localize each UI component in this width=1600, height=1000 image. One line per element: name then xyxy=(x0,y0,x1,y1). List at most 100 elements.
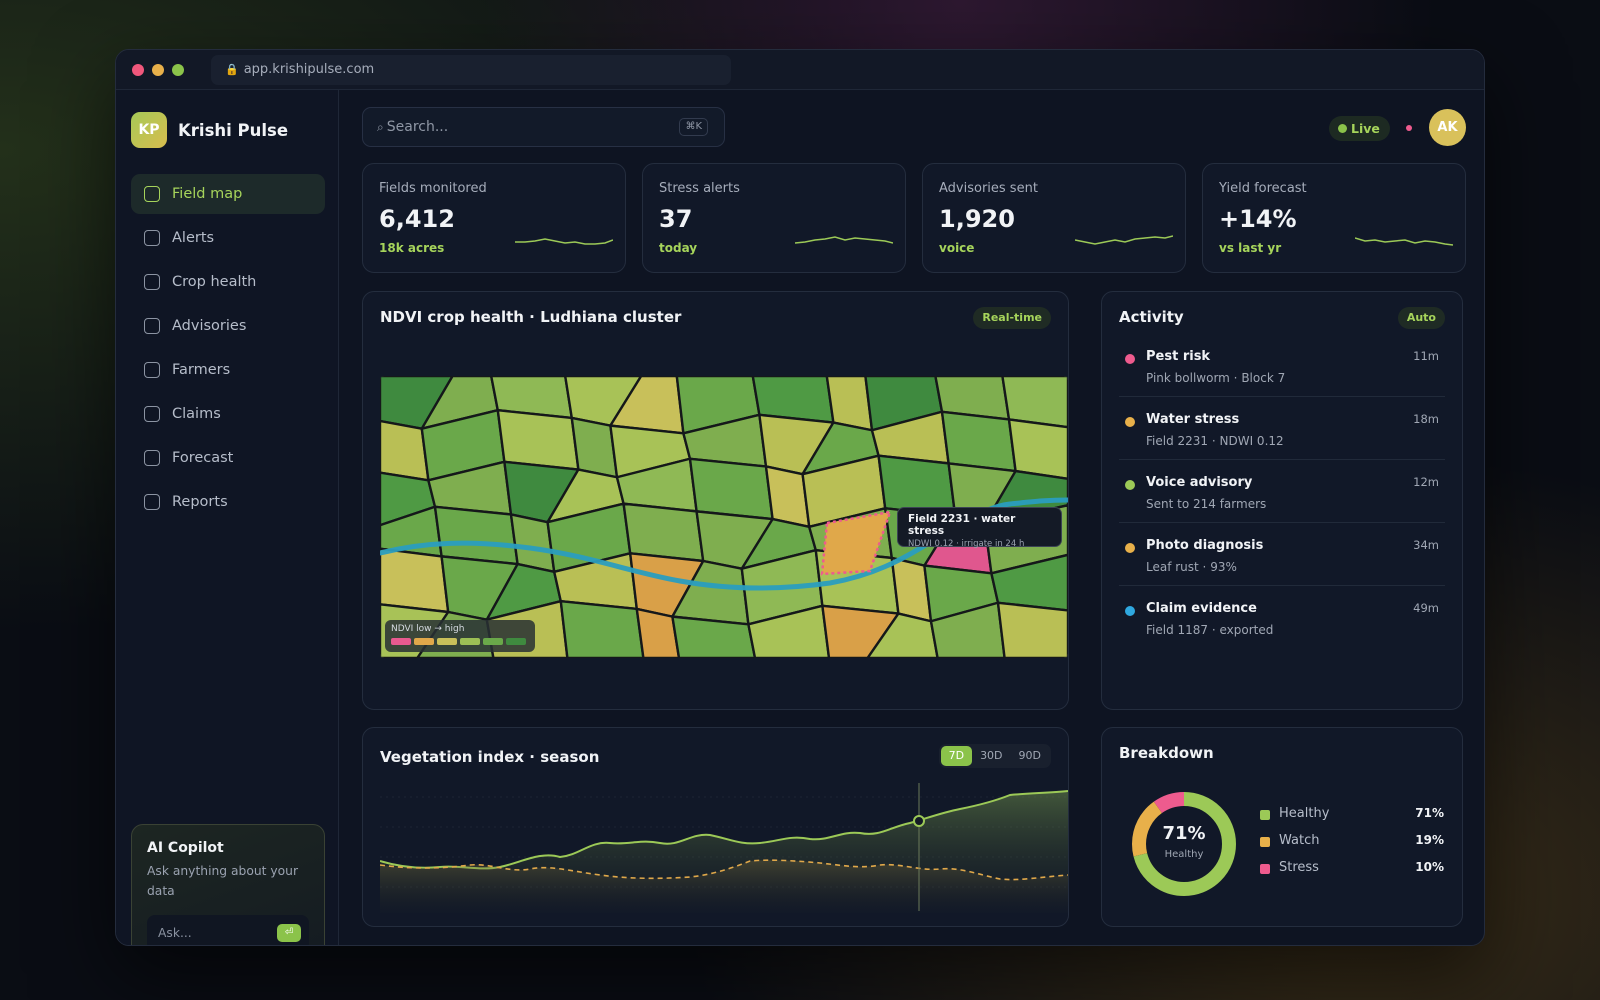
activity-item[interactable]: Claim evidence Field 1187 · exported 49m xyxy=(1119,586,1445,649)
sidebar-item-label: Crop health xyxy=(172,274,257,290)
avatar[interactable]: AK xyxy=(1429,109,1466,146)
copilot-subtitle: Ask anything about your data xyxy=(147,864,299,898)
sidebar-item-claims[interactable]: Claims xyxy=(131,394,325,434)
kpi-value: 6,412 xyxy=(379,205,455,233)
search-icon: ⌕ xyxy=(377,120,384,134)
sparkline xyxy=(1355,237,1453,246)
selected-field-2231[interactable] xyxy=(820,510,892,576)
activity-time: 18m xyxy=(1413,412,1439,426)
lock-icon: 🔒 xyxy=(225,63,239,76)
kpi-card-advisories[interactable]: Advisories sent 1,920 voice xyxy=(922,163,1186,273)
sidebar-item-forecast[interactable]: Forecast xyxy=(131,438,325,478)
donut-segment-watch[interactable] xyxy=(1132,792,1236,896)
status-dot xyxy=(1125,480,1135,490)
kpi-card-fields[interactable]: Fields monitored 6,412 18k acres xyxy=(362,163,626,273)
field-parcel[interactable] xyxy=(635,607,681,658)
legend-color-swatch xyxy=(460,638,480,645)
panel-title: Vegetation index · season xyxy=(380,748,600,766)
send-button[interactable]: ⏎ xyxy=(277,924,301,942)
vegetation-chart[interactable] xyxy=(380,783,1068,913)
square-icon xyxy=(144,362,160,378)
field-parcel[interactable] xyxy=(929,601,1006,658)
kpi-value: 37 xyxy=(659,205,693,233)
ndvi-legend: NDVI low → high xyxy=(385,620,535,652)
maximize-window-button[interactable] xyxy=(172,64,184,76)
field-parcel[interactable] xyxy=(996,601,1068,658)
ndvi-map-panel: NDVI crop health · Ludhiana cluster Real… xyxy=(362,291,1069,710)
titlebar: 🔒 app.krishipulse.com xyxy=(116,50,1484,90)
field-map[interactable]: Field 2231 · water stress NDWI 0.12 · ir… xyxy=(380,376,1068,658)
field-map-canvas[interactable] xyxy=(380,376,1068,658)
close-window-button[interactable] xyxy=(132,64,144,76)
field-parcel[interactable] xyxy=(380,547,450,614)
activity-item[interactable]: Photo diagnosis Leaf rust · 93% 34m xyxy=(1119,523,1445,586)
breakdown-panel: Breakdown 71% Healthy Healthy 71% Watch … xyxy=(1101,727,1463,927)
sidebar-item-crop-health[interactable]: Crop health xyxy=(131,262,325,302)
range-90d-button[interactable]: 90D xyxy=(1018,749,1041,762)
square-icon xyxy=(144,494,160,510)
kpi-label: Fields monitored xyxy=(379,181,487,196)
field-parcel[interactable] xyxy=(990,553,1068,612)
field-parcel[interactable] xyxy=(866,612,939,658)
sidebar-item-reports[interactable]: Reports xyxy=(131,482,325,522)
legend-item-healthy: Healthy 71% xyxy=(1260,805,1444,825)
activity-item[interactable]: Voice advisory Sent to 214 farmers 12m xyxy=(1119,460,1445,523)
activity-item[interactable]: Water stress Field 2231 · NDWI 0.12 18m xyxy=(1119,397,1445,460)
notification-dot[interactable] xyxy=(1406,125,1412,131)
field-parcel[interactable] xyxy=(622,502,705,563)
activity-time: 49m xyxy=(1413,601,1439,615)
field-parcel[interactable] xyxy=(559,600,645,658)
field-parcel[interactable] xyxy=(1007,418,1068,480)
panel-title: NDVI crop health · Ludhiana cluster xyxy=(380,308,682,326)
panel-title: Activity xyxy=(1119,308,1184,326)
minimize-window-button[interactable] xyxy=(152,64,164,76)
brand[interactable]: KP Krishi Pulse xyxy=(131,112,288,148)
kpi-card-yield[interactable]: Yield forecast +14% vs last yr xyxy=(1202,163,1466,273)
field-parcel[interactable] xyxy=(433,505,519,566)
url-text: app.krishipulse.com xyxy=(243,62,375,77)
url-bar[interactable]: 🔒 app.krishipulse.com xyxy=(211,55,731,85)
tooltip-sub: NDWI 0.12 · irrigate in 24 h xyxy=(908,539,1025,549)
kpi-card-alerts[interactable]: Stress alerts 37 today xyxy=(642,163,906,273)
sidebar-item-field-map[interactable]: Field map xyxy=(131,174,325,214)
activity-sub: Field 2231 · NDWI 0.12 xyxy=(1146,434,1284,448)
range-7d-button[interactable]: 7D xyxy=(940,746,973,766)
square-icon xyxy=(144,230,160,246)
donut-segment-stress[interactable] xyxy=(1132,792,1236,896)
activity-sub: Pink bollworm · Block 7 xyxy=(1146,371,1286,385)
square-icon xyxy=(144,406,160,422)
activity-sub: Field 1187 · exported xyxy=(1146,623,1274,637)
kpi-sub: 18k acres xyxy=(379,241,445,255)
hover-point[interactable] xyxy=(913,815,925,827)
field-parcel[interactable] xyxy=(671,615,757,658)
sidebar-item-advisories[interactable]: Advisories xyxy=(131,306,325,346)
range-30d-button[interactable]: 30D xyxy=(980,749,1003,762)
kpi-sub: voice xyxy=(939,241,975,255)
sparkline xyxy=(795,236,893,244)
copilot-input[interactable]: Ask... ⏎ xyxy=(147,915,309,945)
donut-center-value: 71% xyxy=(1162,823,1206,844)
legend-swatch xyxy=(1260,864,1270,874)
activity-item[interactable]: Pest risk Pink bollworm · Block 7 11m xyxy=(1119,334,1445,397)
search-input[interactable]: ⌕ Search... ⌘K xyxy=(362,107,725,147)
sidebar-item-label: Forecast xyxy=(172,450,234,466)
field-parcel[interactable] xyxy=(1001,376,1068,429)
field-parcel[interactable] xyxy=(688,457,774,521)
live-status-badge[interactable]: Live xyxy=(1329,116,1390,141)
legend-value: 19% xyxy=(1415,833,1444,847)
field-parcel[interactable] xyxy=(940,410,1017,473)
legend-swatch xyxy=(1260,810,1270,820)
field-parcel[interactable] xyxy=(747,604,831,658)
field-parcel[interactable] xyxy=(821,604,900,658)
donut-chart xyxy=(1132,792,1236,896)
kpi-label: Stress alerts xyxy=(659,181,740,196)
sidebar-item-alerts[interactable]: Alerts xyxy=(131,218,325,258)
activity-time: 12m xyxy=(1413,475,1439,489)
sidebar-item-label: Farmers xyxy=(172,362,231,378)
status-dot xyxy=(1125,606,1135,616)
sidebar-item-label: Claims xyxy=(172,406,221,422)
sidebar-item-farmers[interactable]: Farmers xyxy=(131,350,325,390)
range-selector: 7D 30D 90D xyxy=(938,744,1051,768)
breakdown-donut[interactable]: 71% Healthy xyxy=(1130,790,1238,898)
field-parcel[interactable] xyxy=(496,409,580,471)
